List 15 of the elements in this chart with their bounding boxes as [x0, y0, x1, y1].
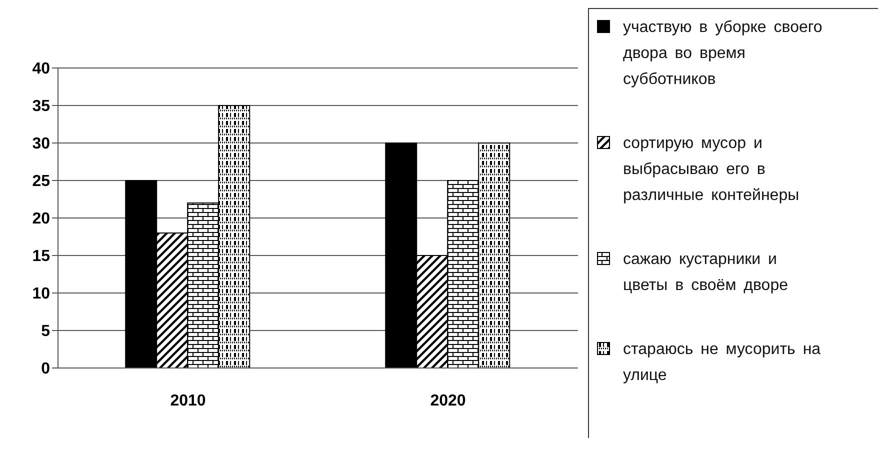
y-tick-label: 40 [32, 60, 50, 78]
y-tick-label: 5 [41, 323, 50, 340]
y-tick-label: 10 [32, 286, 50, 303]
y-tick-label: 25 [32, 173, 50, 190]
y-tick-label: 30 [32, 136, 50, 153]
y-tick-label: 0 [41, 360, 50, 378]
x-tick-label: 2010 [170, 392, 206, 410]
y-tick-label: 20 [32, 210, 50, 228]
legend-label: участвую в уборке своего двора во время субботников [623, 18, 824, 90]
x-tick-label: 2020 [430, 392, 466, 410]
y-tick-label: 15 [32, 248, 50, 266]
legend-label: сажаю кустарники и цветы в своём дворе [623, 250, 789, 296]
y-tick-label: 35 [32, 98, 50, 116]
legend-label: сортирую мусор и выбрасываю его в различные контейнеры [623, 134, 800, 206]
legend-label: стараюсь не мусорить на улице [623, 340, 822, 386]
